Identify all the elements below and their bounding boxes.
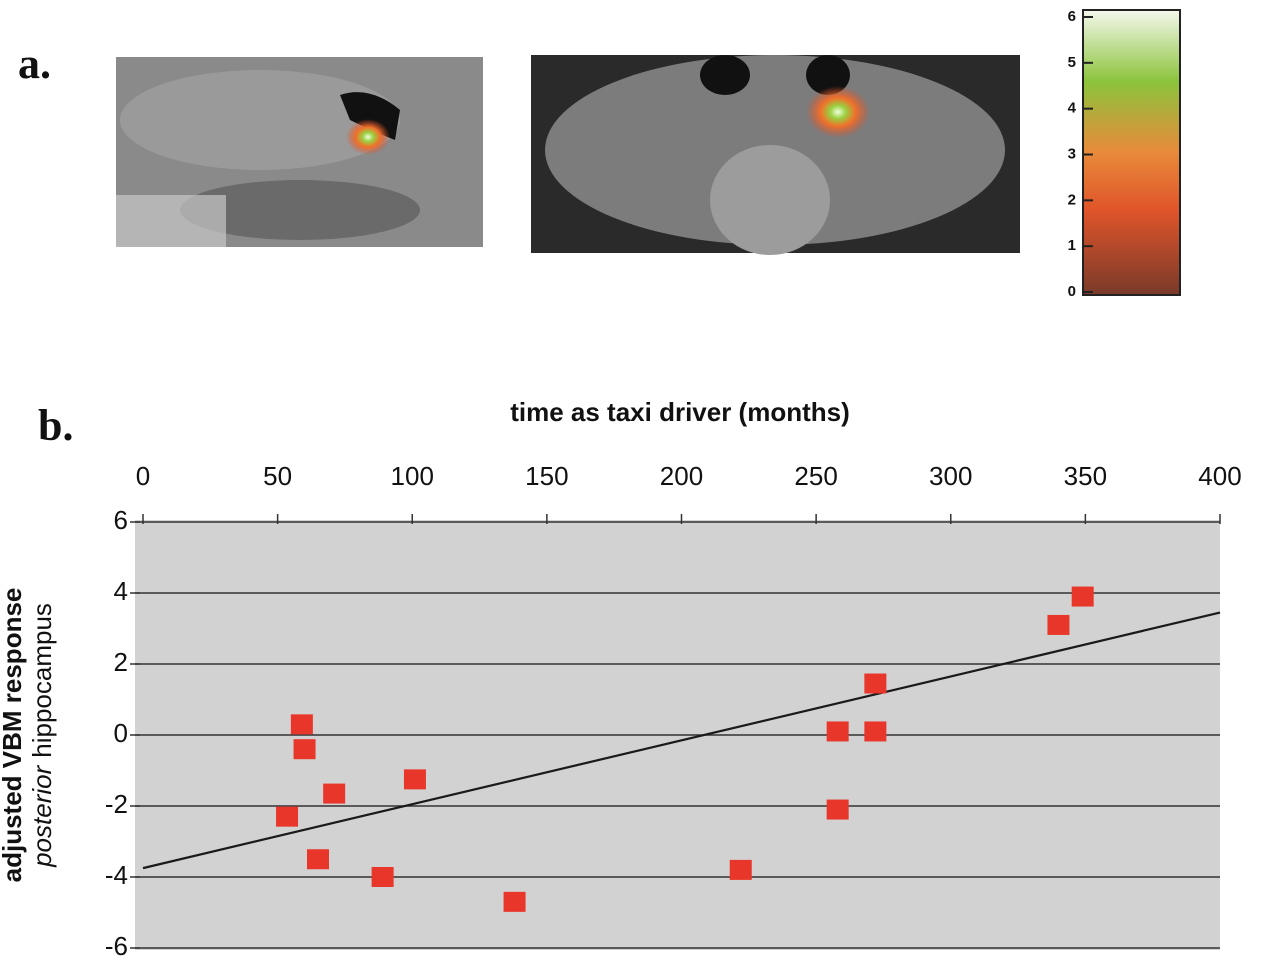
colorbar [1082, 9, 1181, 296]
point [1047, 614, 1070, 635]
x-tick-label: 0 [136, 461, 150, 491]
y-tick-label: -4 [105, 860, 128, 890]
point [729, 859, 752, 880]
y-tick-label: 2 [114, 647, 128, 677]
panel-label: a. [18, 39, 51, 88]
colorbar-tick-label: 2 [1068, 191, 1076, 208]
x-tick-label: 250 [794, 461, 837, 491]
y-axis-title-part: posterior [27, 764, 57, 867]
point [826, 721, 849, 742]
point [371, 867, 394, 887]
brain-image-sagittal [116, 57, 483, 247]
point [826, 799, 849, 820]
point [290, 714, 313, 735]
y-axis-title: posterior hippocampus [27, 603, 57, 868]
x-tick-label: 100 [391, 461, 434, 491]
point [307, 849, 330, 870]
panel-label: b. [38, 401, 73, 450]
x-tick-label: 400 [1198, 461, 1241, 491]
point [864, 721, 887, 742]
y-tick-label: 6 [114, 505, 128, 535]
y-tick-label: -2 [105, 789, 128, 819]
y-tick-label: 4 [114, 576, 128, 606]
y-tick-label: -6 [105, 931, 128, 961]
colorbar-tick-label: 0 [1068, 283, 1076, 300]
point [864, 673, 887, 694]
point [276, 806, 299, 827]
point [323, 783, 346, 804]
colorbar-tick-label: 3 [1068, 145, 1076, 162]
point [503, 891, 526, 912]
trend-line [142, 611, 1221, 870]
colorbar-tick-label: 4 [1068, 100, 1077, 117]
x-tick-label: 300 [929, 461, 972, 491]
x-axis-title: time as taxi driver (months) [510, 397, 850, 427]
point [293, 739, 316, 760]
y-tick-label: 0 [114, 718, 128, 748]
x-tick-label: 200 [660, 461, 703, 491]
x-tick-label: 50 [263, 461, 292, 491]
colorbar-tick-label: 5 [1068, 54, 1076, 71]
x-tick-label: 350 [1064, 461, 1107, 491]
y-axis-title: adjusted VBM response [0, 588, 27, 883]
colorbar-tick-label: 6 [1068, 8, 1076, 25]
colorbar-tick-label: 1 [1068, 237, 1076, 254]
x-tick-label: 150 [525, 461, 568, 491]
y-axis-title-part: hippocampus [27, 603, 57, 758]
point [403, 769, 426, 790]
brain-image-coronal [531, 55, 1020, 255]
point [1071, 586, 1094, 607]
